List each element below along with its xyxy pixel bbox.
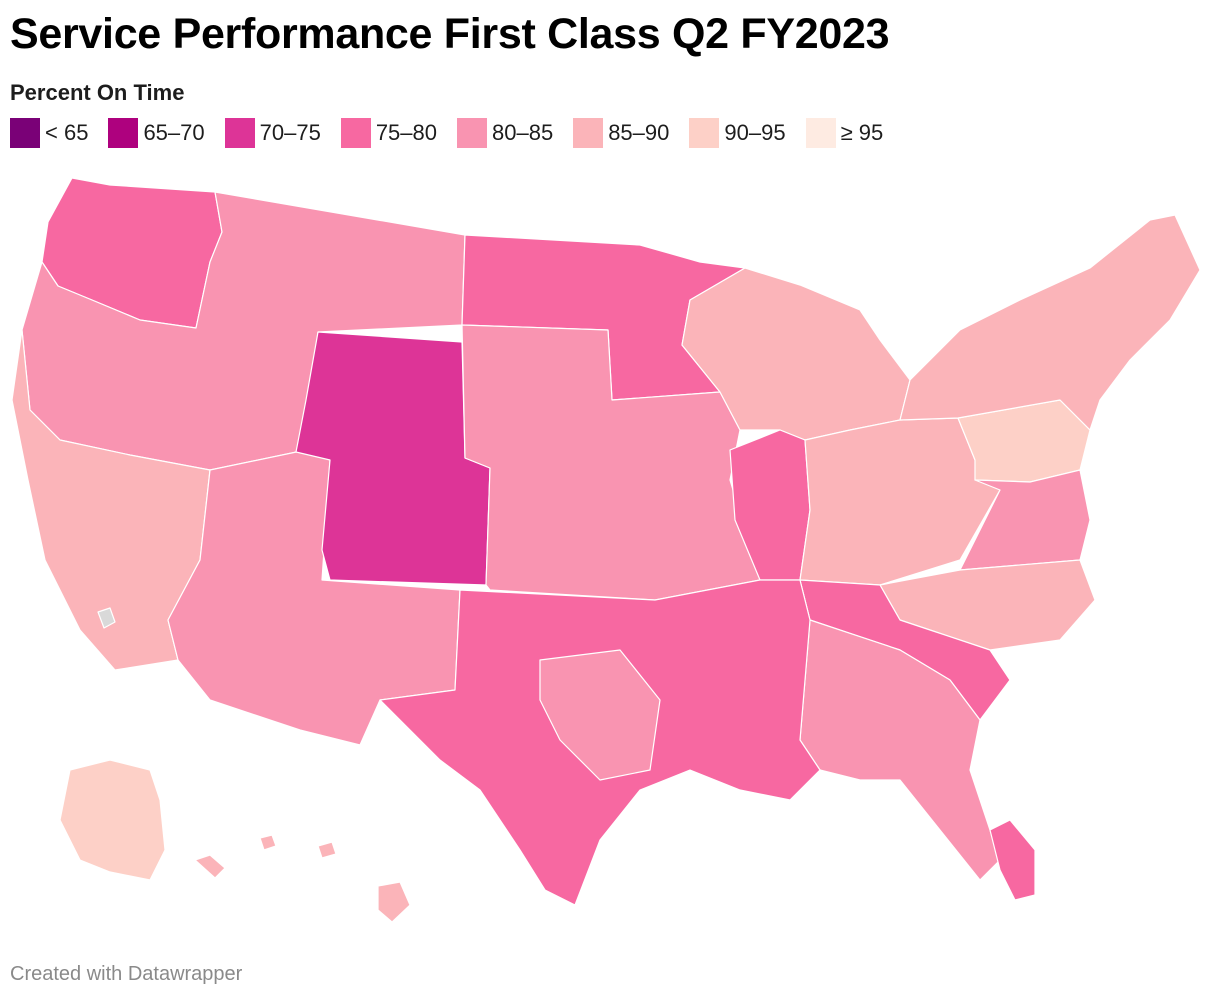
map-region-no-data [97, 607, 116, 629]
map-svg: Northwest (Washington / N. Idaho): 75–80… [11, 177, 1201, 923]
legend-item: 70–75 [224, 118, 321, 148]
map-region[interactable]: Hawaii: 85–90 [194, 834, 411, 923]
legend-swatch [340, 118, 371, 148]
us-choropleth-map[interactable]: Northwest (Washington / N. Idaho): 75–80… [0, 165, 1220, 960]
legend-label: 80–85 [492, 120, 554, 145]
map-region[interactable]: South Florida: 75–80 [989, 819, 1036, 901]
legend-swatch [108, 118, 139, 148]
legend-item: 75–80 [340, 118, 437, 148]
map-region[interactable]: Wyoming / Colorado: 70–75 [295, 331, 491, 586]
legend-item: ≥ 95 [805, 118, 884, 148]
legend-label: 75–80 [375, 120, 437, 145]
legend-swatch [689, 118, 720, 148]
legend-swatch [805, 118, 836, 148]
credit-text: Created with Datawrapper [10, 963, 243, 985]
legend-item: 80–85 [457, 118, 553, 148]
legend-item: < 65 [10, 118, 88, 148]
legend-heading: Percent On Time [10, 80, 185, 105]
legend-label: 90–95 [724, 120, 786, 145]
legend-swatch [224, 118, 255, 148]
chart-title: Service Performance First Class Q2 FY202… [10, 10, 890, 58]
map-region[interactable]: Georgia / Alabama / Florida: 80–85 [799, 619, 1001, 881]
legend-swatch [457, 118, 487, 148]
legend-label: 85–90 [608, 120, 670, 145]
legend-swatch [10, 118, 40, 148]
legend: < 65 65–70 70–75 75–80 80–85 85–90 90–95… [10, 118, 903, 148]
legend-item: 90–95 [689, 118, 786, 148]
legend-label: ≥ 95 [840, 120, 884, 145]
legend-item: 85–90 [573, 118, 669, 148]
legend-label: 65–70 [143, 120, 205, 145]
legend-label: < 65 [45, 120, 89, 145]
map-region[interactable]: Alaska: 90–95 [59, 759, 166, 881]
map-region[interactable]: Virginia / Maryland: 80–85 [959, 469, 1091, 571]
map-region[interactable]: New York / New England: 85–90 [899, 214, 1201, 431]
map-region[interactable]: North Texas / E. Oklahoma: 80–85 [539, 649, 661, 781]
legend-item: 65–70 [108, 118, 205, 148]
legend-swatch [573, 118, 604, 148]
legend-label: 70–75 [259, 120, 321, 145]
